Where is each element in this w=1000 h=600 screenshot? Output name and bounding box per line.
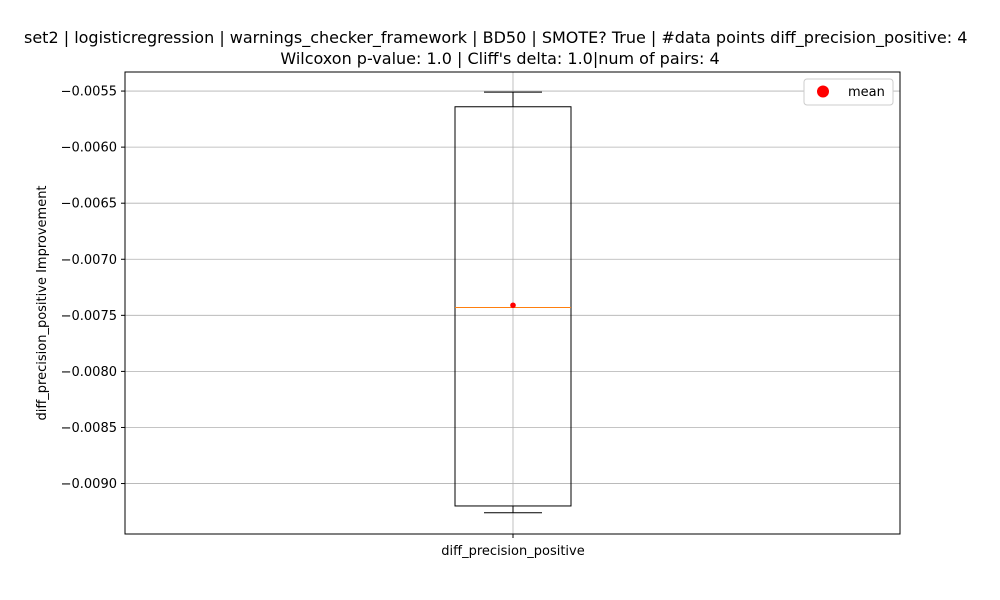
chart-title-line-1: set2 | logisticregression | warnings_che… [24, 28, 968, 47]
y-tick-label: −0.0070 [61, 253, 117, 268]
x-tick-label: diff_precision_positive [441, 544, 584, 559]
y-axis-label: diff_precision_positive Improvement [35, 185, 50, 420]
y-tick-label: −0.0065 [61, 197, 117, 212]
legend: mean [803, 78, 894, 106]
y-tick-label: −0.0085 [61, 421, 117, 436]
interquartile-box [454, 106, 572, 507]
y-tick-label: −0.0090 [61, 477, 117, 492]
grid-lines [125, 72, 900, 534]
axes: −0.0055 −0.0060 −0.0065 −0.0070 −0.0075 −0.00… [61, 85, 585, 559]
y-tick-label: −0.0055 [61, 85, 117, 100]
legend-frame [803, 78, 894, 106]
box-plot-marks [454, 91, 572, 514]
legend-mean-label: mean [848, 85, 885, 100]
y-tick-label: −0.0075 [61, 309, 117, 324]
y-tick-label: −0.0080 [61, 365, 117, 380]
mean-point [510, 302, 516, 309]
legend-mean-marker [817, 85, 829, 98]
chart-title-line-2: Wilcoxon p-value: 1.0 | Cliff's delta: 1… [280, 49, 720, 68]
y-tick-label: −0.0060 [61, 141, 117, 156]
